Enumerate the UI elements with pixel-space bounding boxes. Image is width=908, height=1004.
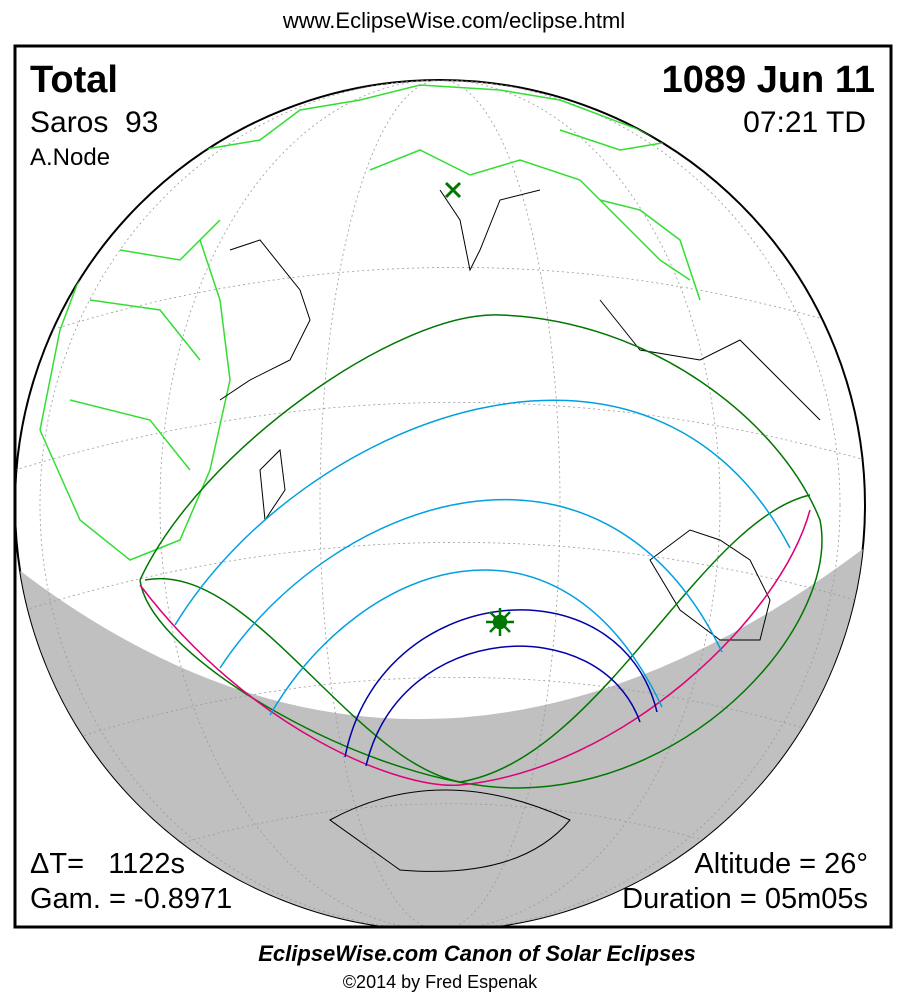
- delta-t: ΔT= 1122s: [30, 848, 185, 880]
- altitude: Altitude = 26°: [694, 848, 868, 880]
- land-borders: [39, 84, 701, 561]
- header-url: www.EclipseWise.com/eclipse.html: [282, 8, 625, 33]
- frame: [13, 44, 893, 929]
- coastlines: [219, 189, 821, 872]
- eclipse-type: Total: [30, 59, 118, 101]
- greatest-eclipse: [486, 608, 514, 636]
- footer-copyright: ©2014 by Fred Espenak: [343, 972, 538, 992]
- eclipse-paths: [139, 314, 823, 789]
- saros: Saros 93: [30, 106, 158, 139]
- date: 1089 Jun 11: [662, 59, 875, 101]
- graticule: [16, 80, 865, 926]
- duration: Duration = 05m05s: [622, 883, 868, 915]
- footer-title: EclipseWise.com Canon of Solar Eclipses: [258, 941, 696, 966]
- gamma: Gam. = -0.8971: [30, 883, 232, 915]
- time: 07:21 TD: [743, 106, 866, 139]
- node: A.Node: [30, 144, 110, 171]
- subsolar-mark: [444, 181, 462, 199]
